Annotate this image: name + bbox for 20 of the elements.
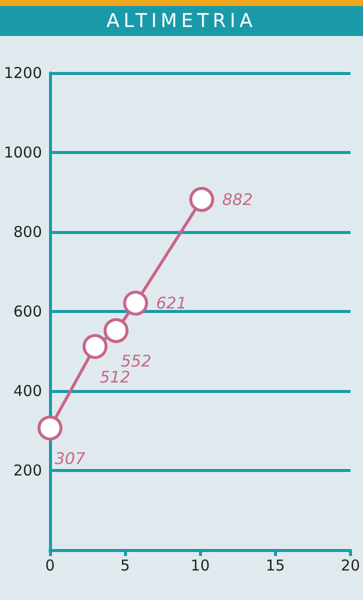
y-tick-label: 600 bbox=[13, 302, 42, 320]
point bbox=[82, 334, 108, 359]
y-tick-label: 1000 bbox=[4, 144, 42, 162]
point bbox=[38, 415, 62, 440]
x-tick-label: 5 bbox=[120, 556, 130, 574]
x-tick-label: 20 bbox=[340, 556, 360, 574]
x-tick-label: 0 bbox=[45, 556, 55, 574]
y-tick-label: 200 bbox=[13, 462, 42, 480]
x-tick-label: 10 bbox=[190, 556, 210, 574]
y-tick-label: 800 bbox=[13, 223, 42, 241]
data-label: 621 bbox=[156, 294, 187, 313]
data-label: 882 bbox=[222, 190, 253, 209]
point bbox=[189, 186, 214, 212]
x-tick-label: 15 bbox=[266, 556, 285, 574]
y-tick-label: 1200 bbox=[4, 64, 42, 82]
point bbox=[104, 318, 129, 344]
y-tick-label: 400 bbox=[13, 382, 42, 400]
data-label: 307 bbox=[54, 448, 86, 468]
point bbox=[123, 290, 148, 316]
chart-title: ALTIMETRIA bbox=[0, 0, 363, 36]
